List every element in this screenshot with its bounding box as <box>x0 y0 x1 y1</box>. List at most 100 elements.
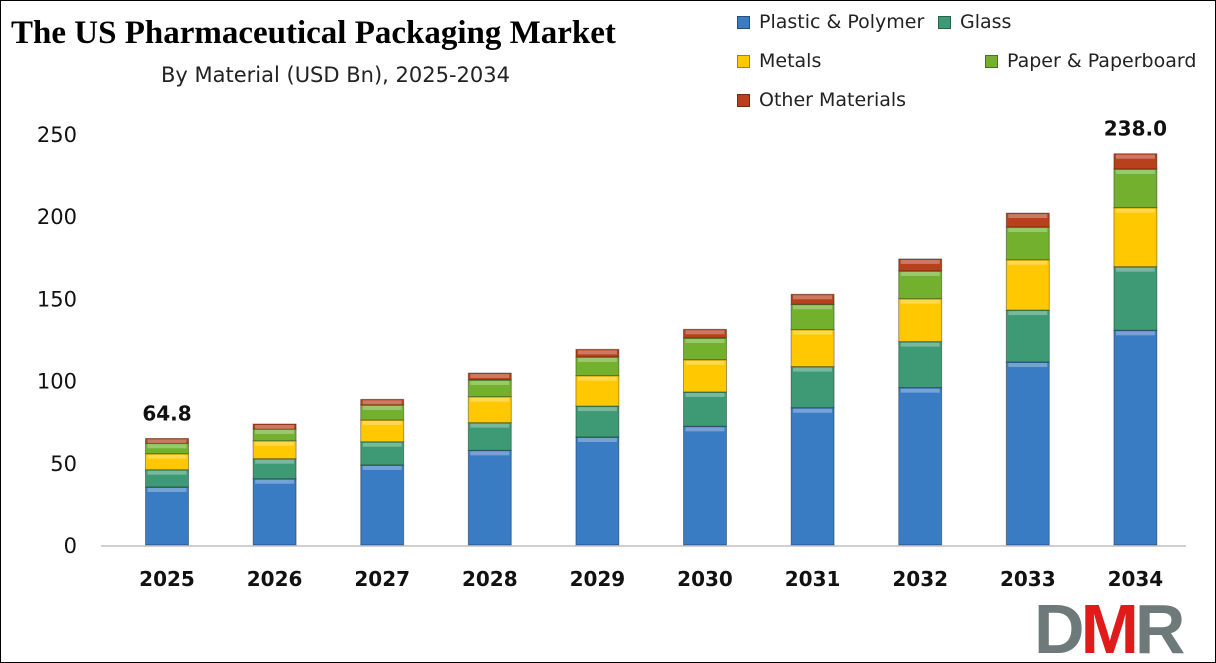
bar-segment-glass <box>898 341 943 389</box>
bar-segment-plastic-polymer <box>1113 329 1158 546</box>
data-label: 64.8 <box>142 401 191 425</box>
bar-segment-other-materials <box>790 293 835 305</box>
bar-segment-other-materials <box>467 372 512 381</box>
bar-segment-paper-paperboard <box>898 270 943 300</box>
bar-bevel <box>147 470 187 475</box>
bar-segment-other-materials <box>683 328 727 339</box>
x-tick-label: 2030 <box>677 567 733 591</box>
bar-bevel <box>362 400 402 405</box>
legend-label: Plastic & Polymer <box>759 11 925 33</box>
data-label: 238.0 <box>1104 117 1167 141</box>
bar-segment-metals <box>1113 207 1158 268</box>
y-tick-label: 250 <box>37 123 77 147</box>
legend-swatch <box>938 15 951 29</box>
bar-bevel <box>255 459 295 464</box>
bar-segment-plastic-polymer <box>145 486 189 546</box>
legend-item: Other Materials <box>737 89 906 111</box>
legend-label: Other Materials <box>759 89 907 111</box>
bar-bevel <box>255 429 295 434</box>
x-tick-label: 2028 <box>462 567 518 591</box>
x-tick-label: 2034 <box>1108 567 1164 591</box>
bar-bevel <box>1008 228 1048 233</box>
bar-segment-glass <box>683 391 727 427</box>
bar-bevel <box>900 342 940 347</box>
x-tick-label: 2031 <box>785 567 841 591</box>
bar-bevel <box>147 454 187 459</box>
bar-bevel <box>900 259 940 264</box>
legend-label: Paper & Paperboard <box>1007 50 1197 72</box>
bar-bevel <box>255 479 295 484</box>
legend-swatch <box>737 15 750 29</box>
bar-segment-paper-paperboard <box>790 303 835 331</box>
bar-bevel <box>1115 208 1155 213</box>
bar-bevel <box>577 437 617 442</box>
legend-item: Paper & Paperboard <box>985 50 1196 72</box>
bar-segment-other-materials <box>575 348 620 358</box>
bar-bevel <box>255 441 295 446</box>
dmr-logo: DMR <box>1034 590 1185 663</box>
bar-segment-paper-paperboard <box>467 379 512 398</box>
x-tick-label: 2033 <box>1000 567 1056 591</box>
bar-segment-paper-paperboard <box>1113 168 1158 209</box>
bar-bevel <box>685 427 725 432</box>
bar-segment-metals <box>790 329 835 368</box>
bar-bevel <box>1008 260 1048 265</box>
x-tick-label: 2025 <box>139 567 195 591</box>
y-tick-label: 150 <box>37 287 77 311</box>
bar-bevel <box>793 367 833 372</box>
bar-segment-plastic-polymer <box>252 478 297 546</box>
x-tick-label: 2026 <box>247 567 303 591</box>
bar-bevel <box>1115 154 1155 159</box>
bar-bevel <box>1008 311 1048 316</box>
bar-segment-metals <box>898 298 943 343</box>
bar-segment-other-materials <box>360 398 405 406</box>
x-tick-label: 2027 <box>354 567 410 591</box>
legend-swatch <box>737 54 750 68</box>
legend-item: Glass <box>938 11 1011 33</box>
bar-bevel <box>577 357 617 362</box>
bar-segment-other-materials <box>252 423 297 430</box>
bar-bevel <box>1115 331 1155 336</box>
legend-swatch <box>737 93 750 107</box>
bar-segment-plastic-polymer <box>683 425 727 546</box>
bar-bevel <box>470 451 510 456</box>
bar-bevel <box>1008 363 1048 368</box>
bar-segment-plastic-polymer <box>360 464 405 546</box>
legend-label: Metals <box>759 50 822 72</box>
bar-bevel <box>255 425 295 429</box>
bar-bevel <box>362 405 402 410</box>
bar-bevel <box>793 295 833 300</box>
legend-item: Plastic & Polymer <box>737 11 924 33</box>
bar-segment-plastic-polymer <box>575 436 620 546</box>
bar-segment-glass <box>252 458 297 480</box>
bar-segment-glass <box>1005 309 1050 363</box>
bar-bevel <box>577 350 617 355</box>
bar-segment-other-materials <box>1113 153 1158 170</box>
bar-bevel <box>362 421 402 426</box>
chart-title: The US Pharmaceutical Packaging Market <box>11 15 616 51</box>
bar-bevel <box>362 465 402 470</box>
bar-bevel <box>147 439 187 444</box>
bar-segment-plastic-polymer <box>898 387 943 546</box>
y-tick-label: 100 <box>37 370 77 394</box>
bar-segment-glass <box>467 422 512 451</box>
bar-bevel <box>793 408 833 413</box>
bar-bevel <box>147 487 187 492</box>
bar-bevel <box>470 374 510 379</box>
bar-segment-glass <box>790 366 835 409</box>
legend-item: Metals <box>737 50 821 72</box>
bar-bevel <box>362 442 402 447</box>
bar-segment-paper-paperboard <box>1005 226 1050 261</box>
bar-bevel <box>470 380 510 385</box>
bar-segment-other-materials <box>1005 212 1050 228</box>
bar-bevel <box>1115 170 1155 175</box>
bar-segment-glass <box>1113 266 1158 331</box>
legend-swatch <box>985 54 998 68</box>
bar-segment-plastic-polymer <box>1005 361 1050 546</box>
bar-bevel <box>900 271 940 276</box>
bar-bevel <box>577 407 617 412</box>
bar-bevel <box>685 330 725 335</box>
bar-bevel <box>147 444 187 449</box>
